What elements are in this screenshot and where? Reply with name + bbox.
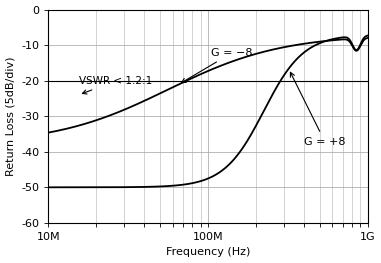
X-axis label: Frequency (Hz): Frequency (Hz) <box>166 247 250 257</box>
Text: G = −8: G = −8 <box>181 48 253 83</box>
Text: G = +8: G = +8 <box>290 72 346 147</box>
Text: VSWR < 1.2:1: VSWR < 1.2:1 <box>78 76 152 94</box>
Y-axis label: Return Loss (5dB/div): Return Loss (5dB/div) <box>6 57 16 176</box>
